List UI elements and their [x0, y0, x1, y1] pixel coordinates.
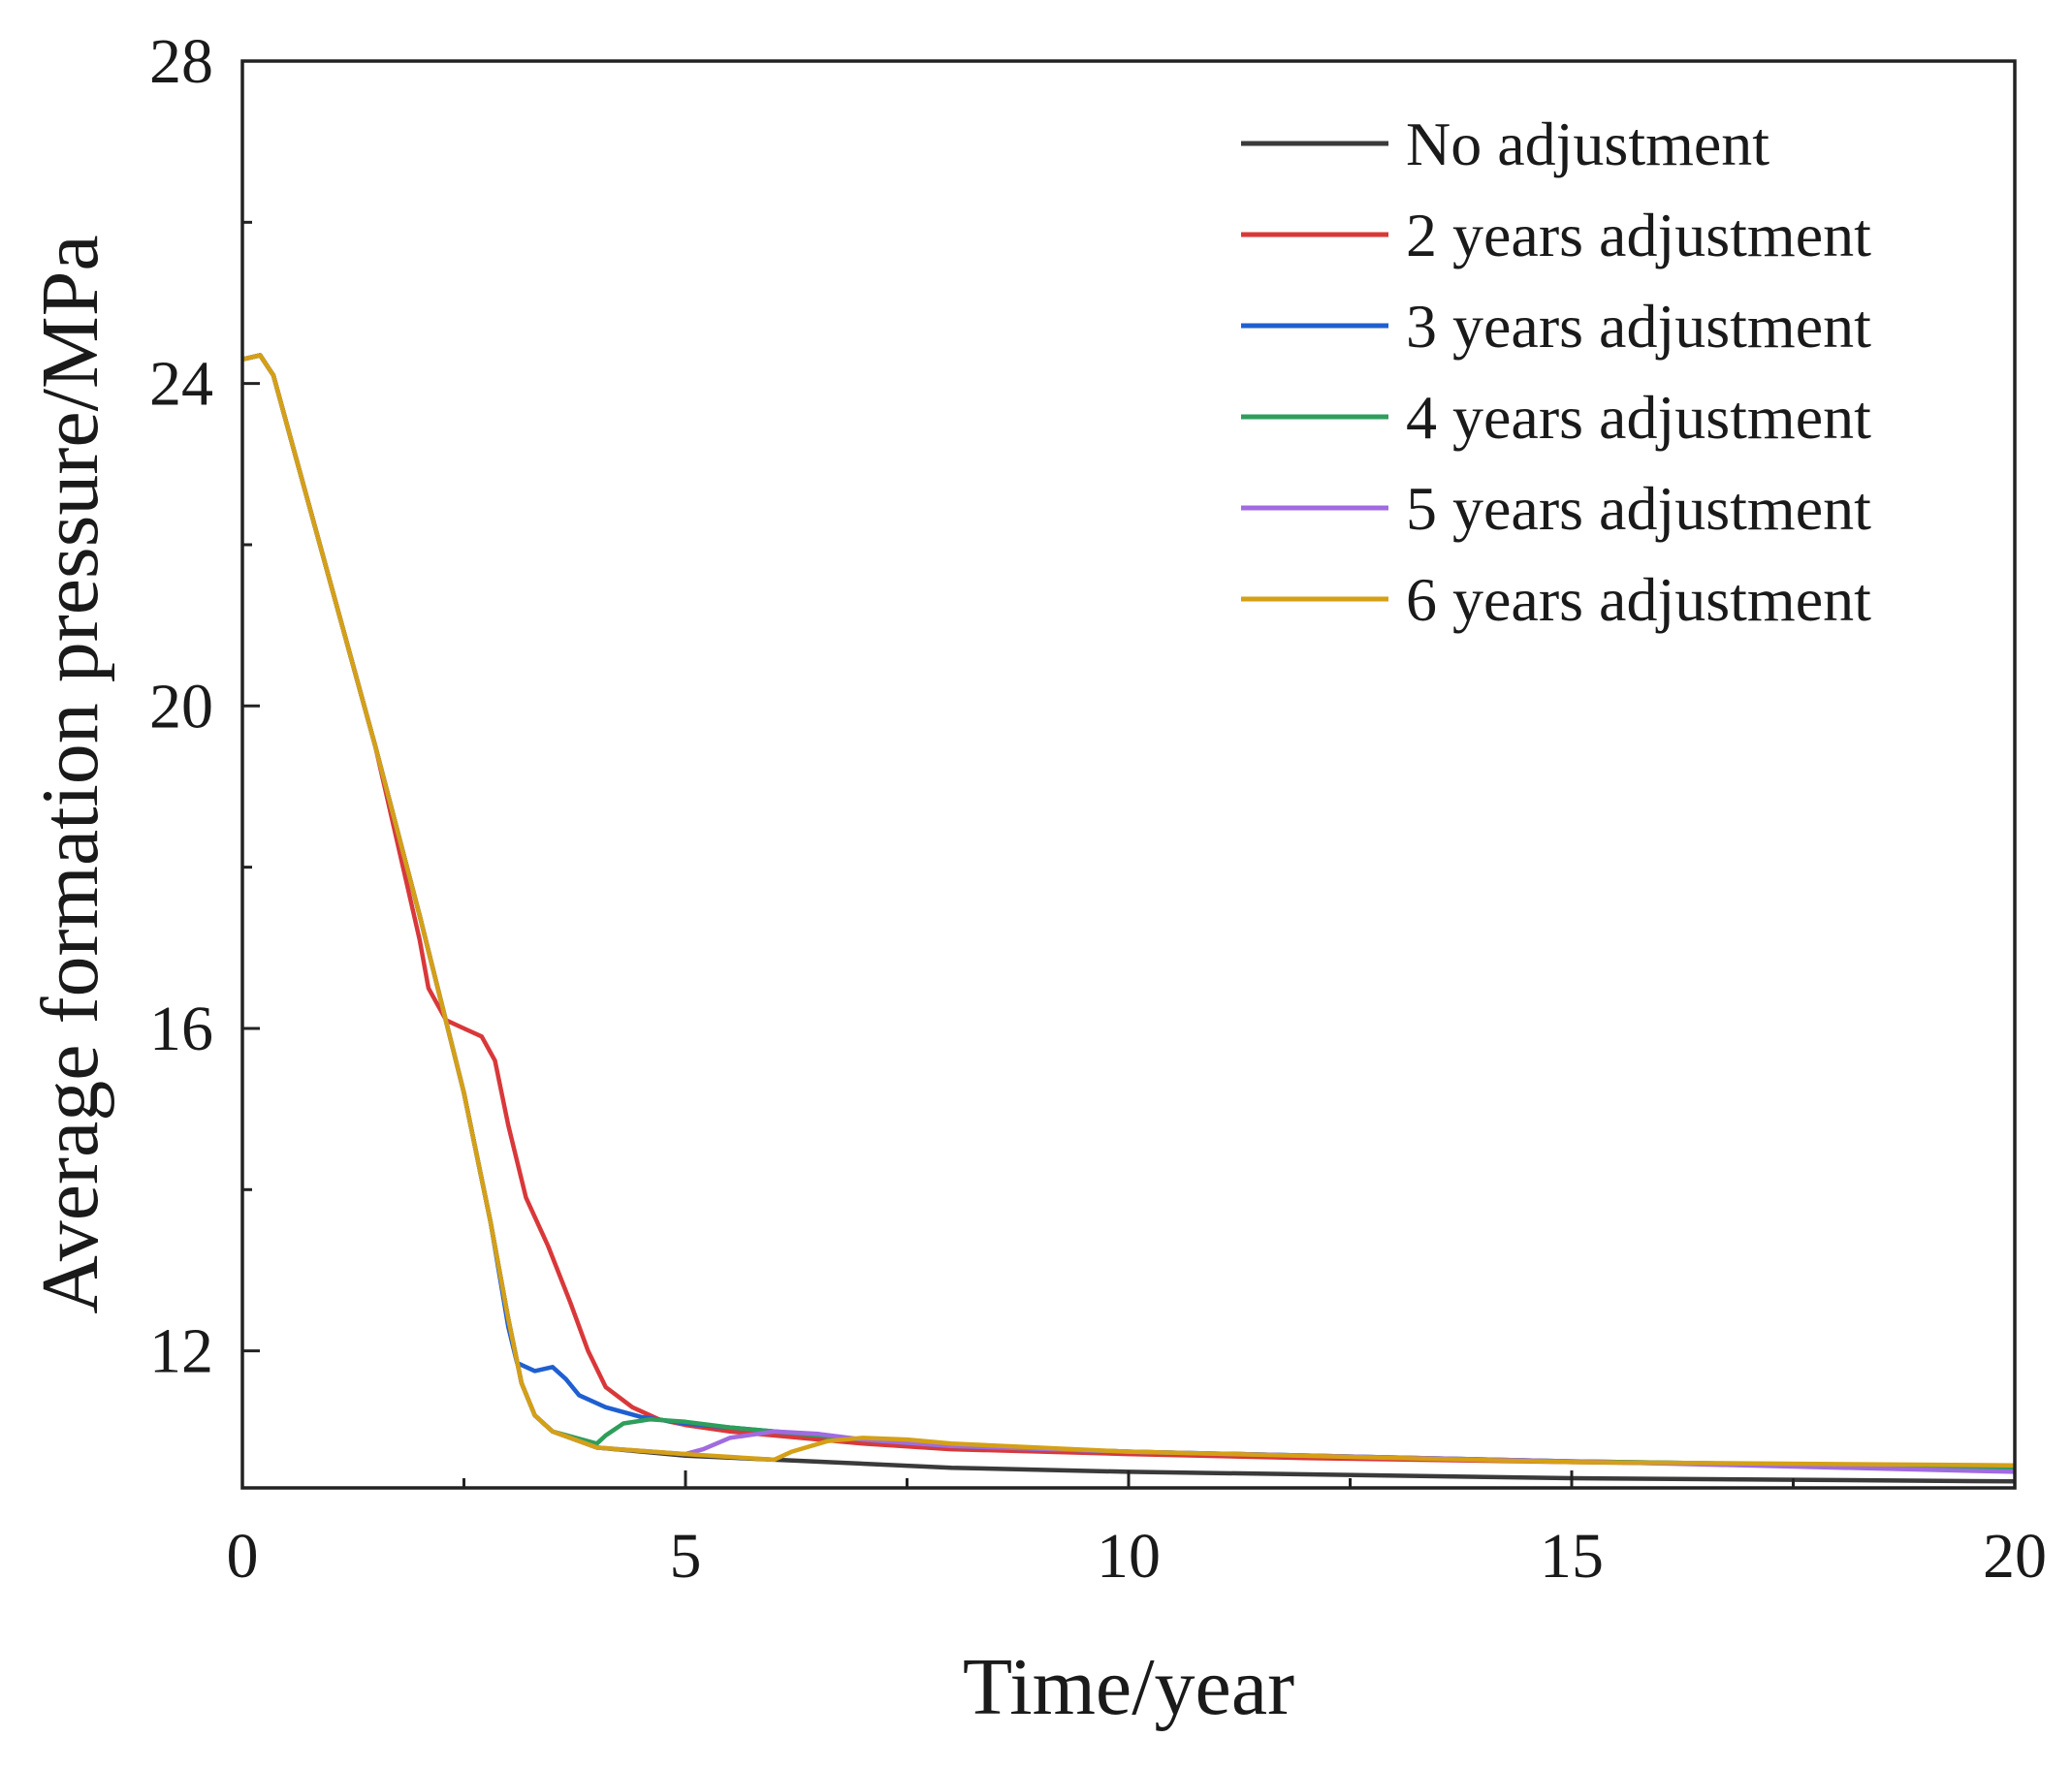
- y-tick-label: 12: [149, 1316, 213, 1387]
- x-tick-label: 5: [670, 1521, 702, 1592]
- legend-label-1: No adjustment: [1406, 110, 1769, 178]
- x-tick-label: 15: [1540, 1521, 1604, 1592]
- legend-label-6: 6 years adjustment: [1406, 565, 1871, 634]
- legend-label-3: 3 years adjustment: [1406, 292, 1871, 361]
- x-tick-label: 0: [227, 1521, 259, 1592]
- legend-label-5: 5 years adjustment: [1406, 474, 1871, 543]
- x-tick-label: 10: [1097, 1521, 1161, 1592]
- series-line-6: [242, 353, 2015, 1468]
- y-tick-label: 28: [149, 26, 213, 97]
- y-tick-label: 16: [149, 994, 213, 1064]
- y-tick-label: 20: [149, 671, 213, 742]
- y-tick-label: 24: [149, 349, 213, 420]
- y-axis-title: Average formation pressure/MPa: [25, 235, 115, 1313]
- legend: No adjustment 2 years adjustment 3 years a…: [1241, 110, 1871, 634]
- x-axis-title: Time/year: [963, 1642, 1294, 1732]
- legend-label-2: 2 years adjustment: [1406, 201, 1871, 269]
- legend-label-4: 4 years adjustment: [1406, 383, 1871, 452]
- series-layer: [242, 353, 2015, 1484]
- x-tick-label: 20: [1983, 1521, 2047, 1592]
- axes-layer: 0 5 10 15 20 12 16 20 24 28: [149, 26, 2047, 1592]
